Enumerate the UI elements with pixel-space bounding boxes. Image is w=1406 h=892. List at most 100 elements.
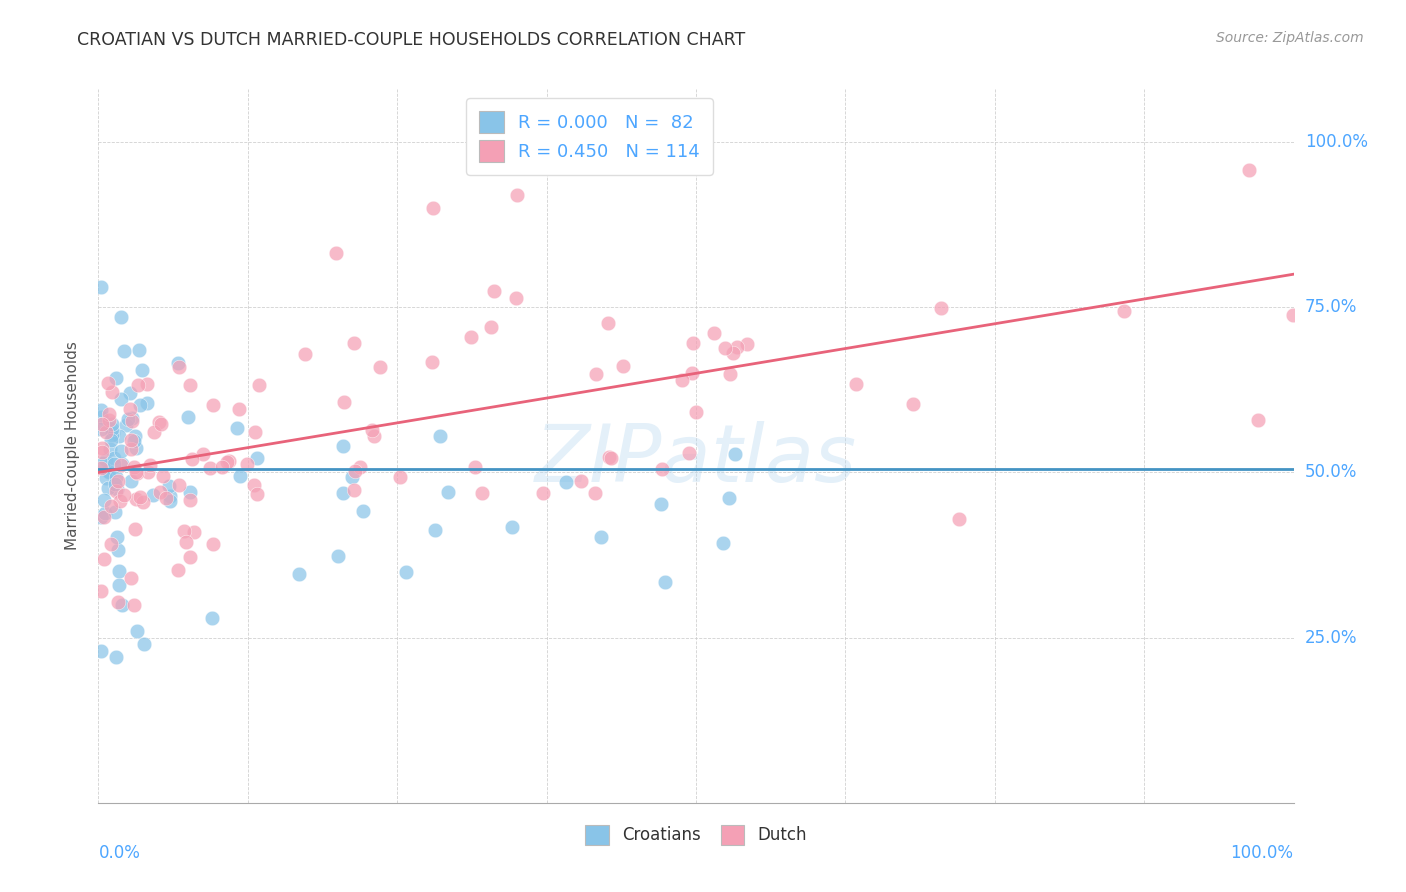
Point	[105, 470, 128, 484]
Point	[718, 491, 741, 505]
Point	[246, 487, 269, 501]
Point	[122, 434, 145, 449]
Point	[437, 484, 460, 499]
Point	[202, 398, 225, 412]
Text: 100.0%: 100.0%	[1230, 845, 1294, 863]
Point	[654, 574, 676, 589]
Point	[93, 492, 115, 507]
Point	[94, 471, 117, 485]
Text: 25.0%: 25.0%	[1305, 629, 1357, 647]
Point	[105, 371, 128, 385]
Point	[103, 450, 125, 465]
Point	[100, 499, 122, 513]
Point	[569, 475, 592, 489]
Point	[127, 378, 149, 392]
Point	[167, 478, 190, 492]
Point	[332, 395, 354, 409]
Point	[651, 462, 673, 476]
Point	[101, 422, 124, 436]
Point	[678, 446, 700, 460]
Point	[482, 285, 505, 299]
Point	[724, 447, 747, 461]
Point	[167, 356, 190, 370]
Point	[110, 458, 132, 472]
Point	[108, 578, 131, 592]
Point	[211, 460, 233, 475]
Point	[132, 495, 155, 509]
Point	[179, 549, 201, 564]
Point	[110, 310, 132, 325]
Point	[131, 362, 153, 376]
Point	[136, 396, 159, 410]
Point	[115, 417, 138, 432]
Point	[343, 483, 366, 497]
Point	[395, 565, 418, 579]
Point	[142, 488, 165, 502]
Point	[98, 407, 121, 421]
Text: 0.0%: 0.0%	[98, 845, 141, 863]
Point	[111, 457, 134, 471]
Point	[120, 386, 142, 401]
Point	[90, 421, 112, 435]
Point	[721, 346, 744, 360]
Point	[125, 624, 148, 638]
Point	[104, 484, 127, 499]
Point	[343, 464, 366, 478]
Point	[332, 439, 354, 453]
Text: 50.0%: 50.0%	[1305, 464, 1357, 482]
Point	[167, 563, 190, 577]
Point	[361, 424, 384, 438]
Point	[1237, 162, 1260, 177]
Point	[90, 584, 112, 599]
Point	[98, 442, 121, 457]
Point	[107, 474, 129, 488]
Point	[591, 530, 613, 544]
Point	[460, 330, 482, 344]
Point	[183, 524, 205, 539]
Point	[93, 510, 115, 524]
Point	[132, 637, 155, 651]
Point	[198, 461, 221, 475]
Point	[155, 491, 177, 505]
Point	[90, 280, 112, 294]
Point	[246, 451, 269, 466]
Point	[91, 445, 114, 459]
Point	[193, 447, 215, 461]
Point	[122, 598, 145, 612]
Point	[228, 402, 250, 417]
Point	[159, 494, 181, 508]
Point	[128, 343, 150, 357]
Point	[218, 454, 240, 468]
Point	[105, 482, 128, 496]
Point	[332, 485, 354, 500]
Point	[121, 411, 143, 425]
Point	[179, 484, 201, 499]
Point	[110, 392, 132, 406]
Point	[422, 201, 444, 215]
Point	[149, 484, 172, 499]
Point	[585, 367, 607, 381]
Point	[91, 417, 114, 431]
Point	[120, 571, 142, 585]
Point	[104, 476, 127, 491]
Point	[169, 360, 191, 375]
Legend: Croatians, Dutch: Croatians, Dutch	[575, 814, 817, 855]
Point	[325, 246, 347, 260]
Point	[124, 522, 146, 536]
Point	[100, 537, 122, 551]
Point	[903, 397, 925, 411]
Point	[93, 552, 115, 566]
Point	[120, 433, 142, 447]
Point	[363, 429, 385, 443]
Point	[120, 474, 142, 488]
Point	[201, 611, 224, 625]
Point	[105, 530, 128, 544]
Point	[97, 376, 120, 391]
Point	[685, 404, 707, 418]
Point	[179, 378, 201, 392]
Point	[125, 441, 148, 455]
Point	[340, 470, 363, 484]
Point	[1112, 304, 1135, 318]
Point	[201, 537, 224, 551]
Point	[128, 490, 150, 504]
